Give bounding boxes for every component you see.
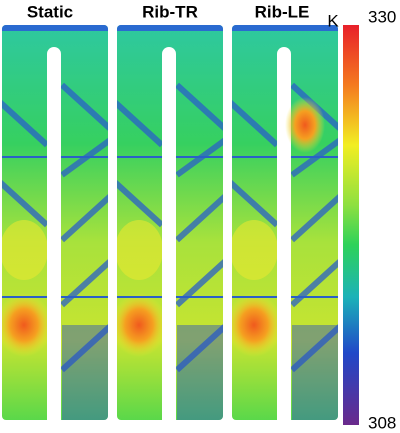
colorbar: K 330 308 (327, 7, 396, 432)
panel-rib-le: Rib-LE (222, 2, 347, 427)
panel-title: Static (27, 2, 73, 21)
panel-title: Rib-TR (142, 2, 198, 21)
colorbar-max: 330 (368, 7, 396, 26)
colorbar-min: 308 (368, 413, 396, 432)
colorbar-unit: K (327, 11, 339, 30)
panel-title: Rib-LE (255, 2, 310, 21)
colorbar-gradient (343, 25, 359, 425)
panel-static: Static (0, 2, 117, 427)
panel-rib-tr: Rib-TR (107, 2, 232, 427)
